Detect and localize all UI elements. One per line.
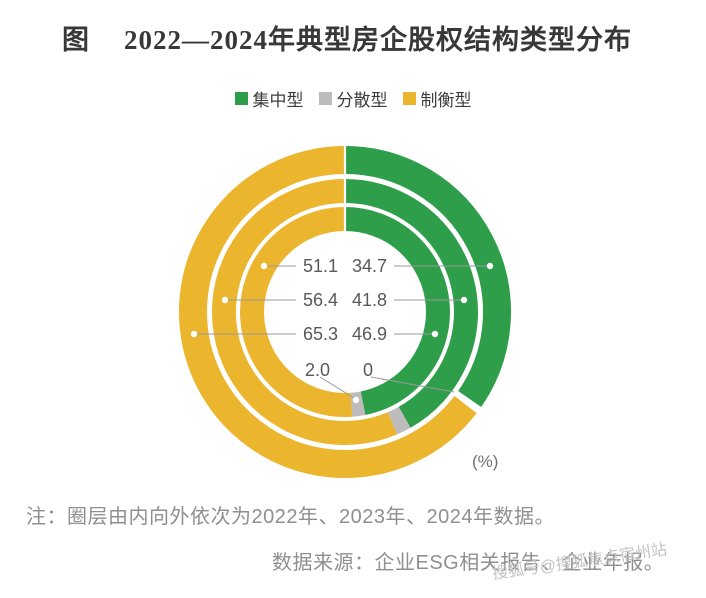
- ring-2022-balanced-arc: [240, 207, 353, 417]
- value-label-right-1: 41.8: [352, 290, 387, 310]
- ring-2022-concentrated-arc: [344, 207, 450, 416]
- figure-label: 图: [62, 25, 90, 55]
- value-label-right-2: 46.9: [352, 324, 387, 344]
- figure-title: 图 2022—2024年典型房企股权结构类型分布: [0, 18, 706, 57]
- leader-dot-right-2: [431, 330, 439, 338]
- legend-label-balanced: 制衡型: [420, 91, 472, 110]
- chart-legend: 集中型 分散型 制衡型: [0, 86, 706, 111]
- leader-dot-right-0: [486, 262, 494, 270]
- value-label-left-2: 65.3: [303, 324, 338, 344]
- footnote: 注：圈层由内向外依次为2022年、2023年、2024年数据。: [26, 506, 555, 528]
- legend-label-concentrated: 集中型: [252, 91, 304, 110]
- ring-2022-dispersed-arc: [350, 391, 366, 417]
- leader-dot-left-1: [221, 296, 229, 304]
- ring-2023-balanced-arc: [212, 179, 398, 445]
- data-source: 数据来源：企业ESG相关报告、企业年报。: [272, 552, 665, 574]
- value-label-right-0: 34.7: [352, 256, 387, 276]
- ring-2023-dispersed-arc: [387, 406, 411, 435]
- figure-title-text: 2022—2024年典型房企股权结构类型分布: [124, 25, 632, 55]
- value-label-left-1: 56.4: [303, 290, 338, 310]
- value-label-left-0: 51.1: [303, 256, 338, 276]
- leader-dot-right-1: [460, 296, 468, 304]
- ring-2023-concentrated-arc: [344, 179, 478, 428]
- leader-dot-left-0: [260, 262, 268, 270]
- ring-2024-concentrated-arc: [344, 146, 511, 408]
- leader-line-left-3: [319, 376, 355, 399]
- value-label-left-3: 2.0: [305, 360, 330, 380]
- legend-swatch-concentrated: [234, 92, 248, 105]
- value-label-right-3: 0: [363, 360, 373, 380]
- leader-line-right-3: [370, 376, 455, 393]
- leader-dot-left-2: [190, 330, 198, 338]
- legend-label-dispersed: 分散型: [336, 91, 388, 110]
- legend-swatch-balanced: [402, 92, 416, 105]
- unit-label: (%): [472, 452, 499, 471]
- ring-2024-balanced-arc: [179, 146, 477, 478]
- legend-item-dispersed: 分散型: [318, 86, 388, 111]
- legend-swatch-dispersed: [318, 92, 332, 105]
- legend-item-concentrated: 集中型: [234, 86, 304, 111]
- legend-item-balanced: 制衡型: [402, 86, 472, 111]
- leader-dot-left-3: [352, 396, 360, 404]
